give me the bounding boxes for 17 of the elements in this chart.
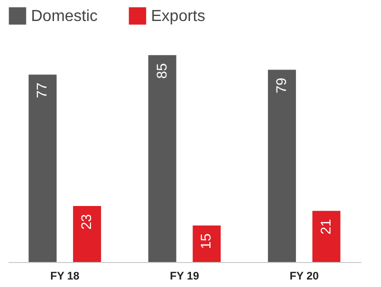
bar [312, 210, 340, 262]
data-label: 79 [272, 78, 289, 94]
bar [28, 74, 57, 262]
data-label: 85 [153, 62, 170, 79]
bar [73, 206, 102, 262]
x-tick-label: FY 20 [290, 270, 319, 282]
x-tick-label: FY 18 [50, 270, 80, 282]
x-tick-label: FY 19 [170, 270, 200, 282]
data-label: 23 [78, 214, 94, 230]
data-label: 77 [34, 82, 50, 98]
legend-label: Exports [151, 8, 206, 25]
legend-label: Domestic [31, 8, 98, 25]
bar [268, 70, 296, 262]
data-label: 15 [198, 233, 214, 250]
bar [148, 55, 176, 262]
bar [192, 226, 221, 262]
data-label: 21 [317, 218, 334, 234]
